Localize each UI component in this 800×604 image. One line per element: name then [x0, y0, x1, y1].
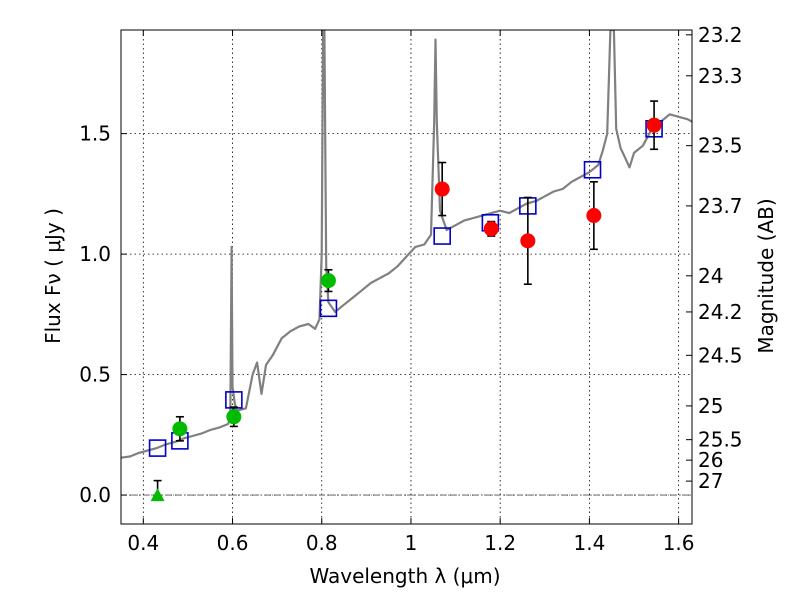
x-axis-label: Wavelength λ (μm) — [309, 564, 500, 588]
detection-marker — [646, 117, 662, 133]
detection-marker — [520, 233, 536, 249]
model-square-marker — [319, 299, 338, 318]
sed-line — [121, 30, 692, 459]
y-tick-label: 1.0 — [79, 242, 111, 266]
detection-marker — [172, 421, 188, 437]
y-tick-labels: 0.0 0.5 1.0 1.5 — [79, 122, 111, 507]
y2-tick-label: 26 — [698, 448, 723, 472]
y-tick-label: 0.5 — [79, 363, 111, 387]
y2-tick-label: 23.2 — [698, 23, 743, 47]
y2-tick-label: 27 — [698, 469, 723, 493]
x-tick-label: 1.2 — [484, 531, 516, 555]
x-tick-label: 0.6 — [217, 531, 249, 555]
model-square-marker — [433, 227, 451, 245]
y2-axis-label: Magnitude (AB) — [754, 198, 778, 353]
detection-marker — [226, 409, 242, 425]
y2-tick-label: 23.7 — [698, 194, 743, 218]
axis-ticks — [121, 30, 692, 524]
y-tick-label: 0.0 — [79, 483, 111, 507]
model-square-marker — [148, 439, 167, 457]
x-tick-label: 0.8 — [306, 531, 338, 555]
y2-tick-label: 25 — [698, 394, 723, 418]
y2-tick-label: 24.5 — [698, 343, 743, 367]
y2-tick-label: 23.3 — [698, 64, 743, 88]
detection-marker — [483, 221, 499, 237]
photometry-markers — [148, 100, 663, 502]
x-tick-label: 1 — [405, 531, 418, 555]
x-tick-label: 0.4 — [127, 531, 159, 555]
y2-tick-label: 24.2 — [698, 300, 743, 324]
plot-frame — [120, 29, 693, 525]
y2-tick-label: 24 — [698, 264, 723, 288]
x-tick-labels: 0.4 0.6 0.8 1 1.2 1.4 1.6 — [127, 531, 694, 555]
detection-marker — [434, 181, 450, 197]
detection-marker — [586, 208, 602, 224]
y2-tick-label: 25.5 — [698, 428, 743, 452]
model-sed-series — [121, 30, 692, 459]
x-tick-label: 1.4 — [573, 531, 605, 555]
y-axis-label: Flux Fν ( μJy ) — [41, 208, 65, 344]
y2-tick-label: 23.5 — [698, 134, 743, 158]
upper-limit-triangle-marker — [150, 488, 165, 502]
y-tick-label: 1.5 — [79, 122, 111, 146]
x-tick-label: 1.6 — [663, 531, 695, 555]
detection-marker — [320, 273, 336, 289]
model-square-marker — [583, 160, 602, 179]
